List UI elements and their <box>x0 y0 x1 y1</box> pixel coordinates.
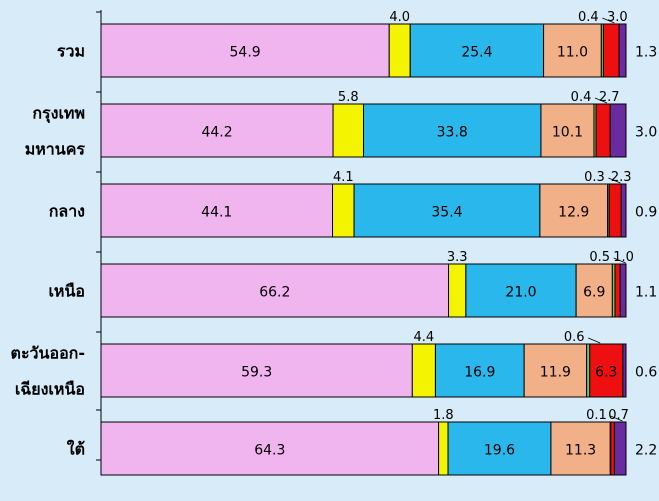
bar-segment <box>543 23 602 78</box>
bar-segment <box>595 103 611 158</box>
data-label: 2.7 <box>599 90 620 105</box>
bar-segment <box>438 421 449 476</box>
data-label: 0.7 <box>608 408 629 423</box>
data-label: 2.3 <box>611 170 632 185</box>
data-label: 3.3 <box>447 250 468 265</box>
data-label: 64.3 <box>254 443 285 459</box>
bar-segment <box>602 23 620 78</box>
data-label: 66.2 <box>259 285 290 301</box>
data-label: 0.3 <box>584 170 605 185</box>
data-label: 1.0 <box>613 250 634 265</box>
data-label: 59.3 <box>241 365 272 381</box>
chart-labels: รวม 54.9 4.0 25.4 11.0 0.4 3.0 1.3 กรุงเทพมหานคร… <box>11 10 658 459</box>
bar-segment <box>100 343 413 398</box>
data-label: 11.0 <box>557 45 588 61</box>
data-label: 2.2 <box>635 443 657 459</box>
data-label: 11.9 <box>540 365 571 381</box>
bar-segment <box>100 421 440 476</box>
bar-segment <box>618 23 627 78</box>
leader-line <box>602 17 615 24</box>
bar-segment <box>332 183 355 238</box>
data-label: 6.3 <box>595 365 617 381</box>
bar-segment <box>100 103 334 158</box>
bar-segment <box>619 263 627 318</box>
bar-segment <box>540 103 595 158</box>
leader-line <box>594 97 608 104</box>
category-label: กลาง <box>49 202 85 221</box>
leader-line <box>613 257 626 264</box>
leader-line <box>588 337 601 344</box>
category-label: เฉียงเหนือ <box>15 380 85 399</box>
data-label: 0.6 <box>564 330 585 345</box>
chart-bars <box>100 23 627 476</box>
category-label: ตะวันออก- <box>11 344 85 363</box>
data-label: 44.1 <box>201 205 232 221</box>
data-label: 1.8 <box>433 408 454 423</box>
chart-axes <box>96 10 627 466</box>
bar-segment <box>411 343 436 398</box>
data-label: 12.9 <box>558 205 589 221</box>
data-label: 4.4 <box>414 330 435 345</box>
bar-segment <box>353 183 541 238</box>
bar-segment <box>550 421 611 476</box>
data-label: 1.1 <box>635 285 657 301</box>
data-label: 16.9 <box>464 365 495 381</box>
bar-segment <box>608 183 622 238</box>
data-label: 19.6 <box>484 443 515 459</box>
bar-segment <box>539 183 609 238</box>
data-label: 0.9 <box>635 205 657 221</box>
data-label: 54.9 <box>230 45 261 61</box>
data-label: 0.1 <box>586 408 607 423</box>
bar-segment <box>388 23 411 78</box>
data-label: 21.0 <box>505 285 536 301</box>
data-label: 4.1 <box>333 170 354 185</box>
bar-segment <box>100 183 334 238</box>
data-label: 35.4 <box>431 205 462 221</box>
data-label: 1.3 <box>635 45 657 61</box>
data-label: 0.4 <box>578 10 599 25</box>
data-label: 11.3 <box>565 443 596 459</box>
data-label: 3.0 <box>635 125 657 141</box>
data-label: 25.4 <box>461 45 492 61</box>
bar-segment <box>448 263 467 318</box>
leader-line <box>608 177 621 184</box>
data-label: 0.6 <box>635 365 657 381</box>
bar-segment <box>100 23 390 78</box>
data-label: 0.5 <box>589 250 610 265</box>
bar-segment <box>620 183 627 238</box>
bar-segment <box>434 343 525 398</box>
data-label: 10.1 <box>552 125 583 141</box>
category-label: ใต้ <box>67 440 85 459</box>
category-label: มหานคร <box>25 140 86 159</box>
bar-segment <box>614 263 621 318</box>
data-label: 4.0 <box>389 10 410 25</box>
category-label: รวม <box>57 42 85 61</box>
bar-segment <box>100 263 450 318</box>
data-label: 0.4 <box>571 90 592 105</box>
bar-segment <box>523 343 588 398</box>
bar-segment <box>622 343 627 398</box>
data-label: 33.8 <box>437 125 468 141</box>
data-label: 44.2 <box>201 125 232 141</box>
data-label: 5.8 <box>338 90 359 105</box>
data-label: 3.0 <box>607 10 628 25</box>
bar-segment <box>610 421 615 476</box>
bar-segment <box>465 263 577 318</box>
leader-line <box>610 415 623 422</box>
bar-segment <box>332 103 364 158</box>
category-label: เหนือ <box>48 282 85 301</box>
data-label: 6.9 <box>583 285 605 301</box>
bar-segment <box>613 421 627 476</box>
category-label: กรุงเทพ <box>32 104 85 124</box>
bar-segment <box>609 103 627 158</box>
bar-segment <box>363 103 542 158</box>
